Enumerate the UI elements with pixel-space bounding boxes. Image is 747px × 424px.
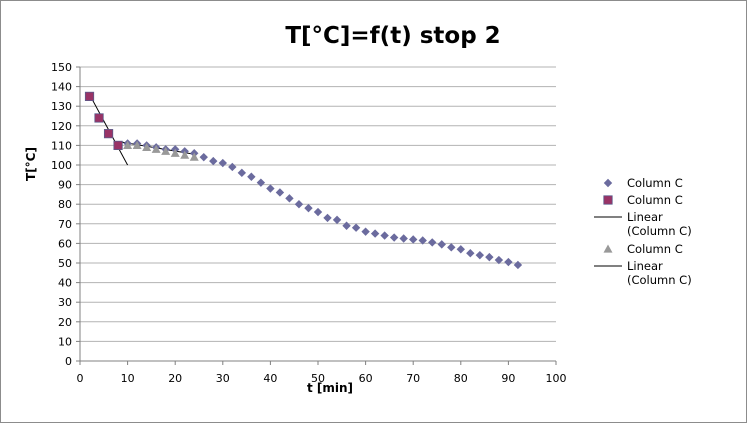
legend-marker-swatch xyxy=(603,195,613,205)
y-tick-label: 140 xyxy=(51,81,72,94)
y-tick-label: 110 xyxy=(51,139,72,152)
data-point-series-1 xyxy=(94,113,104,123)
data-point-series-0 xyxy=(456,245,465,254)
legend: Column C Column C Linear (Column C) Column C… xyxy=(594,176,692,287)
plot-area xyxy=(84,91,523,270)
data-point-series-0 xyxy=(342,221,351,230)
y-tick-label: 130 xyxy=(51,100,72,113)
data-point-series-0 xyxy=(504,257,513,267)
data-point-series-0 xyxy=(370,229,380,238)
x-tick-label: 20 xyxy=(168,372,182,385)
data-point-series-0 xyxy=(209,156,218,166)
x-tick-label: 80 xyxy=(454,372,468,385)
legend-label: Linear (Column C) xyxy=(627,259,692,287)
data-point-series-3 xyxy=(151,144,161,153)
data-point-series-0 xyxy=(218,158,227,168)
y-tick-label: 70 xyxy=(58,218,72,231)
data-point-series-0 xyxy=(351,223,361,232)
data-point-series-3 xyxy=(132,140,142,149)
data-point-series-1 xyxy=(84,91,95,101)
y-tick-label: 80 xyxy=(58,198,72,211)
legend-label: Column C xyxy=(627,242,683,256)
data-point-series-3 xyxy=(142,142,152,151)
data-point-series-3 xyxy=(180,150,190,159)
x-tick-label: 90 xyxy=(501,372,515,385)
data-point-series-0 xyxy=(237,168,247,178)
axes xyxy=(76,66,557,365)
y-tick-label: 30 xyxy=(58,296,72,309)
chart-title: T[°C]=f(t) stop 2 xyxy=(285,23,500,49)
data-point-series-0 xyxy=(199,152,208,162)
x-tick-labels: 0 10 20 30 40 50 60 70 80 90 100 xyxy=(77,372,567,385)
y-tick-label: 90 xyxy=(58,179,72,192)
x-tick-label: 10 xyxy=(121,372,135,385)
x-tick-label: 100 xyxy=(546,372,567,385)
y-tick-label: 50 xyxy=(58,257,72,270)
data-point-series-0 xyxy=(475,250,485,260)
data-point-series-1 xyxy=(103,129,114,139)
data-point-series-0 xyxy=(332,215,342,225)
data-point-series-0 xyxy=(323,213,332,223)
data-point-series-0 xyxy=(285,194,294,203)
data-point-series-0 xyxy=(313,207,323,217)
grid-lines xyxy=(80,66,556,342)
data-point-series-0 xyxy=(513,260,523,270)
y-tick-label: 150 xyxy=(51,61,72,74)
data-point-series-0 xyxy=(399,234,408,243)
data-point-series-0 xyxy=(447,243,456,252)
data-point-series-0 xyxy=(418,236,427,245)
x-tick-label: 50 xyxy=(311,372,325,385)
y-tick-label: 40 xyxy=(58,277,72,290)
data-point-series-0 xyxy=(485,252,494,262)
data-point-series-0 xyxy=(294,200,304,209)
data-point-series-0 xyxy=(409,235,418,244)
data-point-series-0 xyxy=(437,240,446,249)
x-tick-label: 0 xyxy=(77,372,84,385)
data-point-series-0 xyxy=(389,233,399,242)
data-point-series-3 xyxy=(161,146,171,155)
y-tick-label: 0 xyxy=(65,355,72,368)
x-axis-label: t [min] xyxy=(307,381,353,395)
y-tick-label: 100 xyxy=(51,159,72,172)
y-tick-labels: 0 10 20 30 40 50 60 70 80 90 100 110 120 130 140 150 xyxy=(51,61,72,368)
x-tick-label: 30 xyxy=(216,372,230,385)
y-tick-label: 10 xyxy=(58,335,72,348)
data-point-series-3 xyxy=(189,152,199,161)
data-point-series-3 xyxy=(170,148,180,157)
y-tick-label: 120 xyxy=(51,120,72,133)
y-tick-label: 60 xyxy=(58,237,72,250)
data-point-series-0 xyxy=(428,238,437,247)
data-point-series-1 xyxy=(113,140,123,150)
legend-label: Linear (Column C) xyxy=(627,210,692,238)
data-point-series-0 xyxy=(380,231,389,240)
data-point-series-0 xyxy=(247,172,256,181)
data-point-series-0 xyxy=(266,184,275,193)
legend-marker-swatch xyxy=(603,244,613,253)
data-point-series-0 xyxy=(494,255,504,265)
y-tick-label: 20 xyxy=(58,316,72,329)
y-axis-label: T[°C] xyxy=(24,147,38,181)
legend-label: Column C xyxy=(627,193,683,207)
data-point-series-0 xyxy=(466,249,475,258)
x-tick-label: 60 xyxy=(359,372,373,385)
legend-label: Column C xyxy=(627,176,683,190)
data-point-series-0 xyxy=(275,188,285,197)
data-point-series-0 xyxy=(361,227,370,236)
x-tick-label: 70 xyxy=(406,372,420,385)
data-point-series-0 xyxy=(228,162,237,172)
x-tick-label: 40 xyxy=(263,372,277,385)
data-point-series-0 xyxy=(256,178,266,187)
data-point-series-3 xyxy=(123,140,133,149)
data-point-series-0 xyxy=(304,203,313,213)
legend-marker-swatch xyxy=(603,178,613,188)
